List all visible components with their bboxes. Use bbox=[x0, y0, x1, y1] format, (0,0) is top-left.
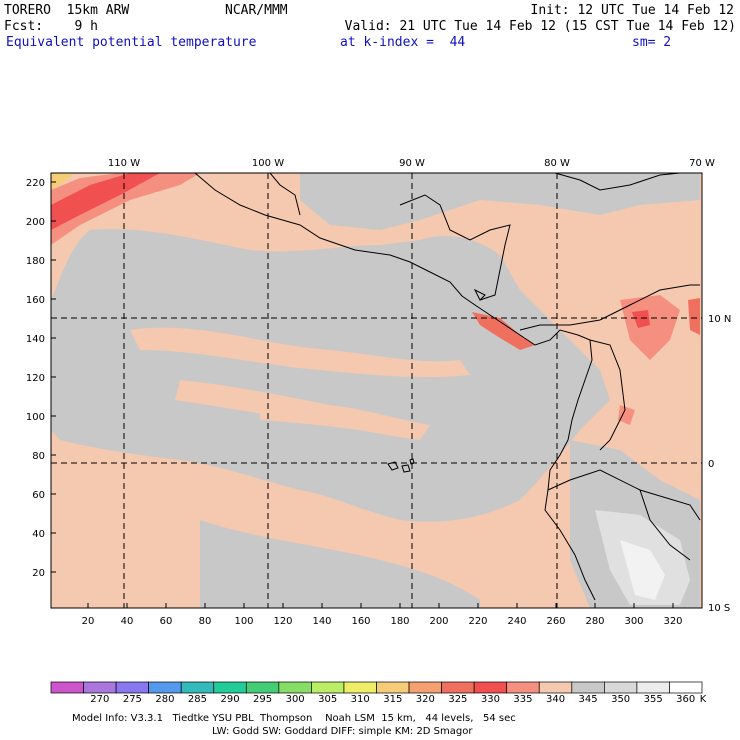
colorbar-swatch bbox=[441, 681, 475, 694]
colorbar-swatch bbox=[278, 681, 312, 694]
center-name: NCAR/MMM bbox=[225, 3, 288, 18]
y-tick-label: 80 bbox=[32, 451, 45, 462]
x-tick-label: 280 bbox=[585, 616, 604, 627]
y-tick-label: 220 bbox=[26, 178, 45, 189]
x-tick-label: 40 bbox=[121, 616, 134, 627]
colorbar-level-label: 360 bbox=[676, 694, 696, 705]
colorbar-level-label: 300 bbox=[285, 694, 305, 705]
coastlines bbox=[194, 173, 701, 601]
x-tick-label: 260 bbox=[546, 616, 565, 627]
x-tick-label: 180 bbox=[390, 616, 409, 627]
colorbar-swatch bbox=[376, 681, 410, 694]
colorbar-level-label: 275 bbox=[122, 694, 142, 705]
white-region bbox=[620, 540, 665, 600]
init-time: Init: 12 UTC Tue 14 Feb 12 bbox=[530, 3, 735, 18]
longitude-label: 80 W bbox=[544, 158, 570, 169]
colorbar-swatch bbox=[115, 681, 149, 694]
colorbar-swatch bbox=[50, 681, 84, 694]
y-tick-label: 100 bbox=[26, 412, 45, 423]
valid-time: Valid: 21 UTC Tue 14 Feb 12 (15 CST Tue … bbox=[344, 19, 736, 34]
x-tick-label: 300 bbox=[624, 616, 643, 627]
latitude-label: 0 bbox=[708, 459, 714, 470]
y-tick-label: 140 bbox=[26, 334, 45, 345]
colorbar-swatch bbox=[571, 681, 605, 694]
x-tick-label: 200 bbox=[429, 616, 448, 627]
y-tick-label: 160 bbox=[26, 295, 45, 306]
colorbar-swatch bbox=[343, 681, 377, 694]
forecast-hour: Fcst: 9 h bbox=[4, 19, 98, 34]
colorbar-level-label: 345 bbox=[578, 694, 598, 705]
colorbar-unit: K bbox=[699, 694, 707, 705]
gray-region-north bbox=[300, 173, 700, 230]
graticule bbox=[51, 173, 702, 608]
colorbar-swatch bbox=[245, 681, 280, 694]
x-tick-label: 140 bbox=[312, 616, 331, 627]
colorbar-swatch bbox=[603, 681, 638, 694]
colorbar-swatch bbox=[473, 681, 508, 694]
x-tick-label: 80 bbox=[199, 616, 212, 627]
x-tick-label: 220 bbox=[468, 616, 487, 627]
colorbar-swatch bbox=[636, 681, 670, 694]
x-tick-label: 60 bbox=[160, 616, 173, 627]
colorbar-swatch bbox=[506, 681, 540, 694]
x-tick-label: 320 bbox=[663, 616, 682, 627]
colorbar-level-label: 320 bbox=[415, 694, 435, 705]
colorbar-level-label: 295 bbox=[253, 694, 273, 705]
x-tick-label: 100 bbox=[234, 616, 253, 627]
model-title: TORERO 15km ARW bbox=[4, 3, 130, 18]
longitude-label: 110 W bbox=[108, 158, 140, 169]
longitude-label: 90 W bbox=[399, 158, 425, 169]
footer-physics-info: LW: Godd SW: Goddard DIFF: simple KM: 2D… bbox=[212, 726, 473, 737]
colorbar-swatch bbox=[148, 681, 182, 694]
level-info: at k-index = 44 bbox=[340, 35, 466, 50]
x-tick-label: 240 bbox=[507, 616, 526, 627]
colorbar-swatch bbox=[180, 681, 215, 694]
colorbar-level-label: 325 bbox=[448, 694, 468, 705]
colorbar-level-label: 280 bbox=[155, 694, 175, 705]
colorbar-swatch bbox=[669, 681, 703, 694]
y-tick-label: 20 bbox=[32, 568, 45, 579]
colorbar-swatch bbox=[311, 681, 345, 694]
colorbar-level-label: 305 bbox=[318, 694, 338, 705]
longitude-label: 100 W bbox=[252, 158, 284, 169]
x-tick-label: 120 bbox=[273, 616, 292, 627]
y-tick-label: 40 bbox=[32, 529, 45, 540]
colorbar-level-label: 310 bbox=[350, 694, 370, 705]
colorbar-swatch bbox=[83, 681, 117, 694]
colorbar-level-label: 350 bbox=[611, 694, 631, 705]
colorbar-level-label: 315 bbox=[383, 694, 403, 705]
map-frame bbox=[50, 172, 703, 609]
colorbar-level-label: 270 bbox=[90, 694, 110, 705]
y-tick-label: 200 bbox=[26, 217, 45, 228]
gray-region-south bbox=[200, 520, 480, 608]
y-tick-label: 60 bbox=[32, 490, 45, 501]
map-field bbox=[51, 173, 702, 608]
colorbar-level-label: 340 bbox=[545, 694, 566, 705]
longitude-label: 70 W bbox=[689, 158, 715, 169]
smoothing-info: sm= 2 bbox=[632, 35, 672, 50]
y-tick-label: 120 bbox=[26, 373, 45, 384]
colorbar-swatch bbox=[408, 681, 442, 694]
latitude-label: 10 S bbox=[708, 603, 730, 614]
y-tick-label: 180 bbox=[26, 256, 45, 267]
colorbar-level-label: 285 bbox=[187, 694, 208, 705]
footer-model-info: Model Info: V3.3.1 Tiedtke YSU PBL Thomp… bbox=[72, 713, 516, 724]
x-tick-label: 160 bbox=[351, 616, 370, 627]
colorbar-swatch bbox=[213, 681, 247, 694]
latitude-label: 10 N bbox=[708, 314, 731, 325]
colorbar-swatch bbox=[538, 681, 573, 694]
colorbar-level-label: 330 bbox=[480, 694, 500, 705]
field-name: Equivalent potential temperature bbox=[6, 35, 257, 50]
colorbar-level-label: 290 bbox=[220, 694, 240, 705]
colorbar-level-label: 355 bbox=[643, 694, 663, 705]
x-tick-label: 20 bbox=[82, 616, 95, 627]
colorbar-level-label: 335 bbox=[513, 694, 533, 705]
